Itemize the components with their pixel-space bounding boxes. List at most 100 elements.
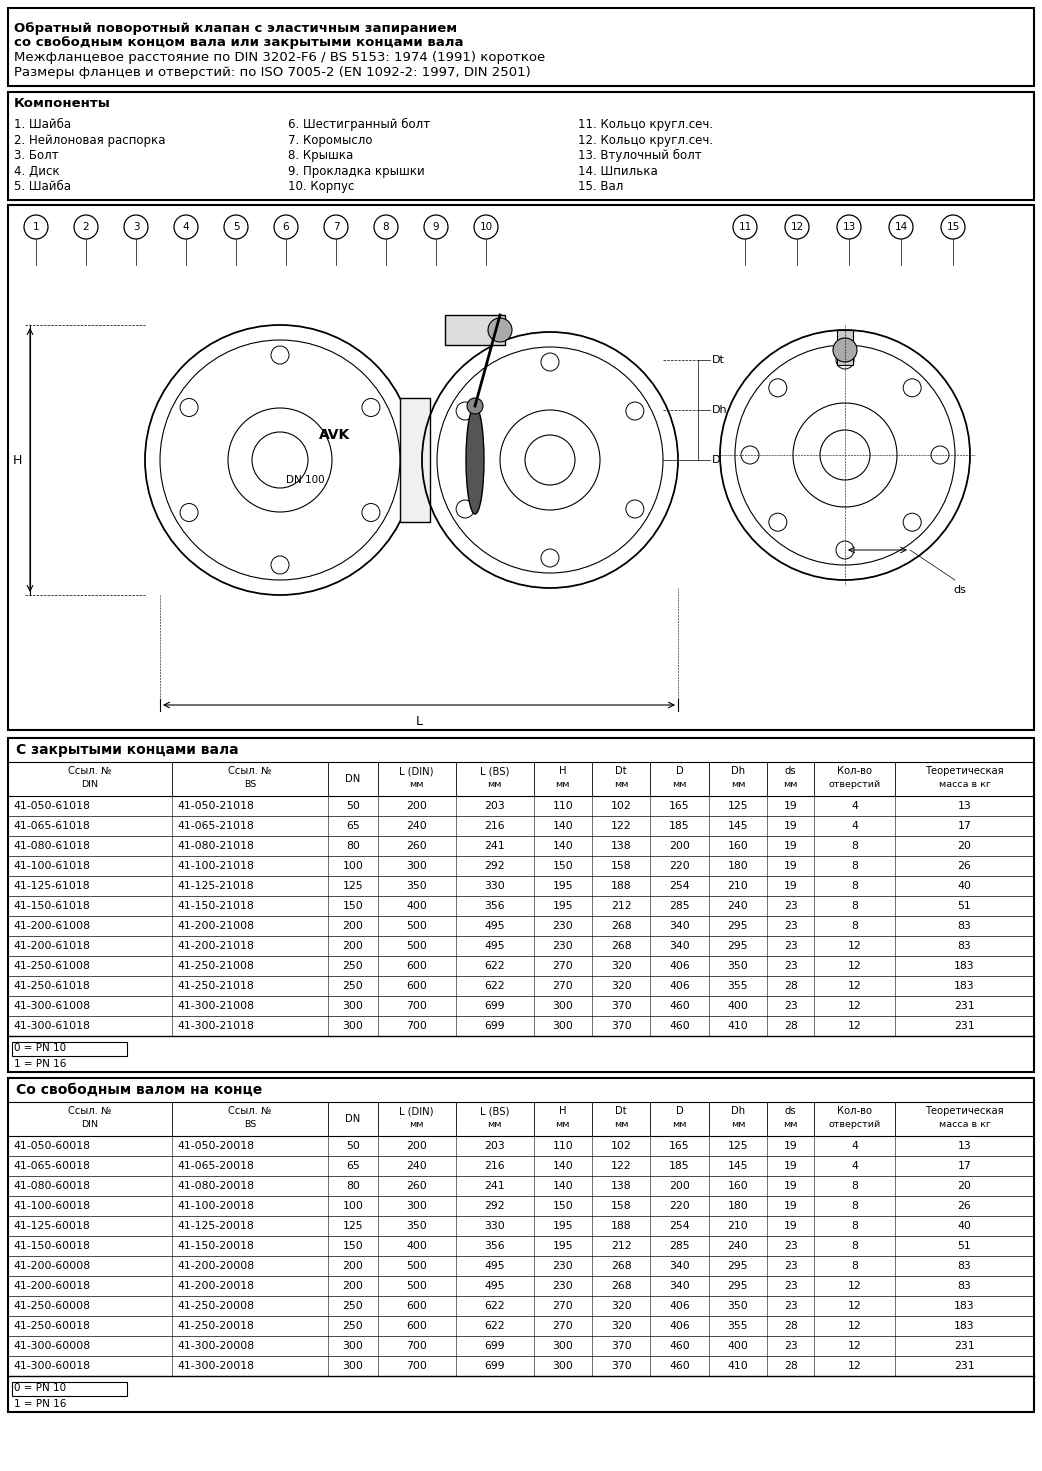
Text: 195: 195 — [552, 1242, 573, 1250]
Text: 12. Кольцо кругл.сеч.: 12. Кольцо кругл.сеч. — [578, 134, 713, 147]
Text: 406: 406 — [669, 961, 690, 971]
Text: 200: 200 — [343, 941, 364, 950]
Text: 41-300-60008: 41-300-60008 — [13, 1342, 90, 1350]
Text: 7. Коромысло: 7. Коромысло — [288, 134, 372, 147]
Text: 8: 8 — [851, 1261, 859, 1271]
Text: 700: 700 — [406, 1021, 427, 1031]
Text: 41-080-60018: 41-080-60018 — [13, 1181, 90, 1192]
Text: 12: 12 — [848, 1321, 862, 1331]
Text: 8: 8 — [851, 1221, 859, 1231]
Text: 140: 140 — [552, 1161, 573, 1171]
Text: 50: 50 — [346, 802, 359, 811]
Circle shape — [74, 215, 98, 238]
Text: 185: 185 — [669, 821, 690, 831]
Text: Ссыл. №: Ссыл. № — [69, 1106, 111, 1116]
Text: 400: 400 — [406, 1242, 427, 1250]
Text: 15. Вал: 15. Вал — [578, 179, 623, 193]
Text: 14. Шпилька: 14. Шпилька — [578, 165, 658, 178]
Text: масса в кг: масса в кг — [939, 780, 991, 788]
Text: 28: 28 — [784, 1361, 797, 1371]
Text: 183: 183 — [954, 961, 975, 971]
Text: 250: 250 — [343, 1300, 364, 1311]
Text: 41-200-60008: 41-200-60008 — [13, 1261, 90, 1271]
Text: 19: 19 — [784, 1200, 797, 1211]
Text: 295: 295 — [727, 1261, 748, 1271]
Text: 12: 12 — [848, 981, 862, 991]
Text: 268: 268 — [611, 1261, 631, 1271]
Bar — [13, 1041, 127, 1056]
Text: ds: ds — [953, 585, 966, 594]
Text: 20: 20 — [958, 841, 971, 852]
Text: 41-080-21018: 41-080-21018 — [177, 841, 254, 852]
Text: 41-150-20018: 41-150-20018 — [177, 1242, 254, 1250]
Circle shape — [837, 215, 861, 238]
Text: 355: 355 — [727, 1321, 748, 1331]
Text: DIN: DIN — [81, 1119, 99, 1130]
Text: H: H — [13, 453, 22, 466]
Text: 110: 110 — [552, 1141, 573, 1150]
Text: Dh: Dh — [730, 1106, 745, 1116]
Text: 10: 10 — [479, 222, 493, 232]
Text: 23: 23 — [784, 1242, 797, 1250]
Text: мм: мм — [730, 1119, 745, 1130]
Text: H: H — [559, 1106, 567, 1116]
Text: 195: 195 — [552, 1221, 573, 1231]
Text: 41-200-61018: 41-200-61018 — [13, 941, 90, 950]
Circle shape — [488, 318, 512, 341]
Text: 122: 122 — [611, 1161, 631, 1171]
Text: 254: 254 — [669, 1221, 690, 1231]
Text: 460: 460 — [669, 1000, 690, 1011]
Text: 330: 330 — [485, 881, 505, 891]
Text: мм: мм — [555, 780, 570, 788]
Text: 188: 188 — [611, 881, 631, 891]
Text: D: D — [712, 455, 720, 465]
Text: Dt: Dt — [615, 1106, 627, 1116]
Text: 5: 5 — [232, 222, 240, 232]
Circle shape — [424, 215, 448, 238]
Text: 41-250-60008: 41-250-60008 — [13, 1300, 90, 1311]
Text: 270: 270 — [552, 1300, 573, 1311]
Circle shape — [733, 215, 756, 238]
Text: 240: 240 — [406, 1161, 427, 1171]
Text: DN: DN — [345, 1114, 361, 1124]
Text: 220: 220 — [669, 861, 690, 871]
Text: 100: 100 — [343, 1200, 364, 1211]
Text: 83: 83 — [958, 941, 971, 950]
Text: 110: 110 — [552, 802, 573, 811]
Text: 125: 125 — [727, 802, 748, 811]
Text: 495: 495 — [485, 921, 505, 931]
Text: 230: 230 — [552, 1261, 573, 1271]
Text: 40: 40 — [958, 1221, 971, 1231]
Text: 15: 15 — [946, 222, 960, 232]
Text: 320: 320 — [611, 981, 631, 991]
Text: 5. Шайба: 5. Шайба — [14, 179, 71, 193]
Text: 210: 210 — [727, 881, 748, 891]
Text: 150: 150 — [552, 1200, 573, 1211]
Text: 183: 183 — [954, 1300, 975, 1311]
Text: 41-250-21018: 41-250-21018 — [177, 981, 254, 991]
Text: 12: 12 — [791, 222, 803, 232]
Text: 300: 300 — [343, 1000, 364, 1011]
Text: 23: 23 — [784, 1342, 797, 1350]
Ellipse shape — [466, 406, 483, 513]
Text: Теоретическая: Теоретическая — [925, 1106, 1003, 1116]
Text: 4: 4 — [851, 821, 859, 831]
Text: 8. Крышка: 8. Крышка — [288, 149, 353, 162]
Circle shape — [474, 215, 498, 238]
Text: 19: 19 — [784, 1181, 797, 1192]
Text: 140: 140 — [552, 1181, 573, 1192]
Text: 125: 125 — [727, 1141, 748, 1150]
Text: 41-100-61018: 41-100-61018 — [13, 861, 90, 871]
Circle shape — [174, 215, 198, 238]
Text: 216: 216 — [485, 821, 505, 831]
Text: 4: 4 — [851, 1161, 859, 1171]
Text: Ссыл. №: Ссыл. № — [228, 766, 272, 777]
Text: 12: 12 — [848, 1000, 862, 1011]
Text: Межфланцевое расстояние по DIN 3202-F6 / BS 5153: 1974 (1991) короткое: Межфланцевое расстояние по DIN 3202-F6 /… — [14, 51, 545, 65]
Text: 230: 230 — [552, 1281, 573, 1292]
Text: DN: DN — [345, 774, 361, 784]
Text: 17: 17 — [958, 821, 971, 831]
Text: мм: мм — [614, 780, 628, 788]
Text: 500: 500 — [406, 921, 427, 931]
Text: 320: 320 — [611, 961, 631, 971]
